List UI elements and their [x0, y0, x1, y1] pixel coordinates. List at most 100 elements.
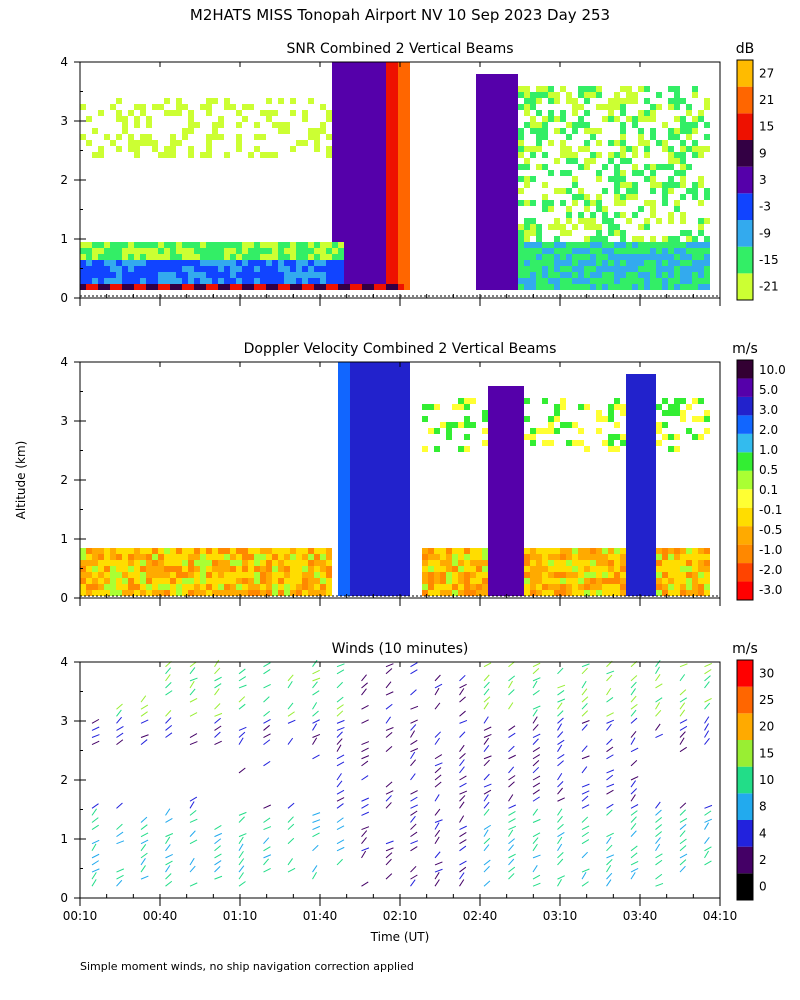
snr-cell — [584, 272, 590, 278]
snr-cell — [140, 272, 146, 278]
wind-barb — [557, 690, 565, 696]
snr-cell — [560, 260, 566, 266]
snr-cell — [326, 278, 332, 284]
snr-cell — [98, 284, 104, 290]
snr-cell — [122, 242, 128, 248]
snr-cell — [350, 116, 356, 122]
velocity-cell — [674, 584, 680, 590]
snr-cell — [236, 146, 242, 152]
velocity-cell — [482, 440, 488, 446]
velocity-cell — [584, 560, 590, 566]
snr-cell — [512, 176, 518, 182]
velocity-cell — [248, 584, 254, 590]
snr-cell — [482, 218, 488, 224]
velocity-cell — [368, 542, 374, 548]
snr-cell — [494, 158, 500, 164]
snr-cell — [500, 224, 506, 230]
velocity-cell — [272, 584, 278, 590]
snr-cell — [236, 284, 242, 290]
snr-cell — [362, 278, 368, 284]
snr-cell — [368, 158, 374, 164]
snr-cell — [170, 242, 176, 248]
velocity-cell — [398, 554, 404, 560]
velocity-cell — [284, 590, 290, 596]
velocity-cell — [356, 572, 362, 578]
velocity-cell — [578, 584, 584, 590]
velocity-cell — [368, 494, 374, 500]
snr-cell — [362, 92, 368, 98]
velocity-cell — [260, 584, 266, 590]
velocity-cell — [128, 554, 134, 560]
velocity-cell — [338, 572, 344, 578]
snr-cell — [404, 62, 410, 68]
snr-cell — [482, 212, 488, 218]
wind-barb — [557, 852, 564, 859]
velocity-cell — [338, 560, 344, 566]
velocity-cell — [338, 578, 344, 584]
velocity-cell — [398, 470, 404, 476]
velocity-cell — [638, 440, 644, 446]
snr-cell — [254, 272, 260, 278]
wind-barb — [606, 697, 614, 703]
velocity-cell — [626, 548, 632, 554]
velocity-cell — [638, 470, 644, 476]
velocity-cell — [680, 398, 686, 404]
snr-cell — [596, 230, 602, 236]
snr-cell — [368, 98, 374, 104]
velocity-cell — [506, 428, 512, 434]
velocity-cell — [380, 548, 386, 554]
velocity-cell — [518, 560, 524, 566]
snr-cell — [392, 182, 398, 188]
snr-cell — [536, 146, 542, 152]
snr-cell — [494, 122, 500, 128]
velocity-cell — [422, 404, 428, 410]
snr-cell — [98, 278, 104, 284]
snr-cell — [350, 98, 356, 104]
velocity-cell — [278, 554, 284, 560]
snr-cell — [572, 272, 578, 278]
wind-barb — [532, 782, 541, 788]
velocity-cell — [380, 578, 386, 584]
velocity-cell — [344, 416, 350, 422]
velocity-cell — [488, 416, 494, 422]
snr-cell — [650, 170, 656, 176]
snr-cell — [224, 98, 230, 104]
velocity-cell — [644, 458, 650, 464]
wind-barb — [483, 808, 490, 816]
velocity-cell — [344, 380, 350, 386]
velocity-cell — [446, 560, 452, 566]
velocity-cell — [626, 512, 632, 518]
wind-barb — [361, 797, 370, 802]
wind-barb — [336, 825, 345, 830]
snr-cell — [482, 122, 488, 128]
velocity-cell — [362, 584, 368, 590]
wind-barb — [336, 738, 343, 745]
wind-barb — [557, 843, 563, 852]
colorbar-swatch — [737, 360, 753, 379]
velocity-cell — [458, 566, 464, 572]
snr-cell — [620, 284, 626, 290]
velocity-cell — [386, 530, 392, 536]
velocity-cell — [704, 566, 710, 572]
snr-cell — [380, 140, 386, 146]
velocity-cell — [404, 482, 410, 488]
wind-barb — [532, 733, 541, 738]
wind-barb — [581, 710, 589, 717]
snr-cell — [404, 212, 410, 218]
velocity-cell — [362, 404, 368, 410]
velocity-cell — [542, 398, 548, 404]
velocity-cell — [638, 482, 644, 488]
snr-cell — [362, 260, 368, 266]
snr-cell — [584, 266, 590, 272]
velocity-cell — [362, 398, 368, 404]
snr-field — [80, 62, 720, 297]
snr-cell — [566, 284, 572, 290]
snr-cell — [302, 284, 308, 290]
snr-cell — [686, 242, 692, 248]
velocity-cell — [98, 578, 104, 584]
velocity-cell — [128, 566, 134, 572]
colorbar-label: -3 — [759, 200, 771, 214]
velocity-cell — [650, 392, 656, 398]
velocity-cell — [500, 434, 506, 440]
velocity-cell — [512, 560, 518, 566]
